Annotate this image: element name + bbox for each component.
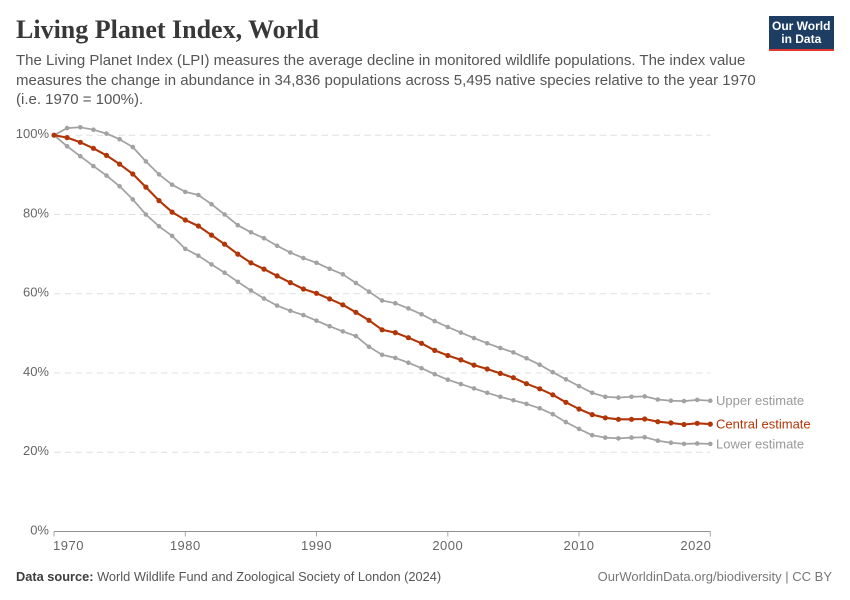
svg-text:2000: 2000 (432, 538, 463, 553)
svg-text:0%: 0% (30, 523, 49, 538)
svg-text:60%: 60% (23, 285, 49, 300)
svg-text:Central estimate: Central estimate (716, 417, 811, 432)
svg-text:1980: 1980 (170, 538, 201, 553)
svg-text:2020: 2020 (680, 538, 711, 553)
svg-text:2010: 2010 (564, 538, 595, 553)
svg-text:1970: 1970 (53, 538, 84, 553)
svg-text:80%: 80% (23, 206, 49, 221)
svg-text:100%: 100% (16, 126, 50, 141)
svg-text:1990: 1990 (301, 538, 332, 553)
svg-text:20%: 20% (23, 443, 49, 458)
svg-text:Upper estimate: Upper estimate (716, 393, 804, 408)
svg-text:Lower estimate: Lower estimate (716, 436, 804, 451)
svg-text:40%: 40% (23, 364, 49, 379)
